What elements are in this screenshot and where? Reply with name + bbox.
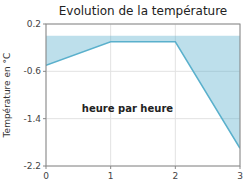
x-tick-label: 1: [108, 171, 114, 181]
y-grid-line: [46, 118, 240, 119]
y-axis-label: Température en °C: [2, 53, 12, 139]
grid: [46, 24, 240, 166]
x-tick-label: 3: [237, 171, 243, 181]
chart: Evolution de la température Température e…: [0, 0, 250, 188]
y-tick-label: -1.4: [23, 114, 41, 124]
y-tick-label: 0.2: [27, 19, 41, 29]
x-grid-line: [175, 24, 176, 166]
x-tick-label: 2: [172, 171, 178, 181]
area-line: [46, 42, 240, 149]
y-tick-label: -0.6: [23, 66, 41, 76]
y-tick-label: -2.2: [23, 161, 41, 171]
x-tick-label: 0: [43, 171, 49, 181]
x-axis-label: heure par heure: [82, 103, 173, 114]
area-fill: [46, 36, 240, 148]
title: Evolution de la température: [59, 4, 228, 18]
plot-frame: [46, 24, 240, 166]
chart-container: Evolution de la température Température e…: [0, 0, 250, 188]
plot-area: [46, 24, 240, 166]
x-grid-line: [110, 24, 111, 166]
data-layer: [46, 36, 240, 148]
